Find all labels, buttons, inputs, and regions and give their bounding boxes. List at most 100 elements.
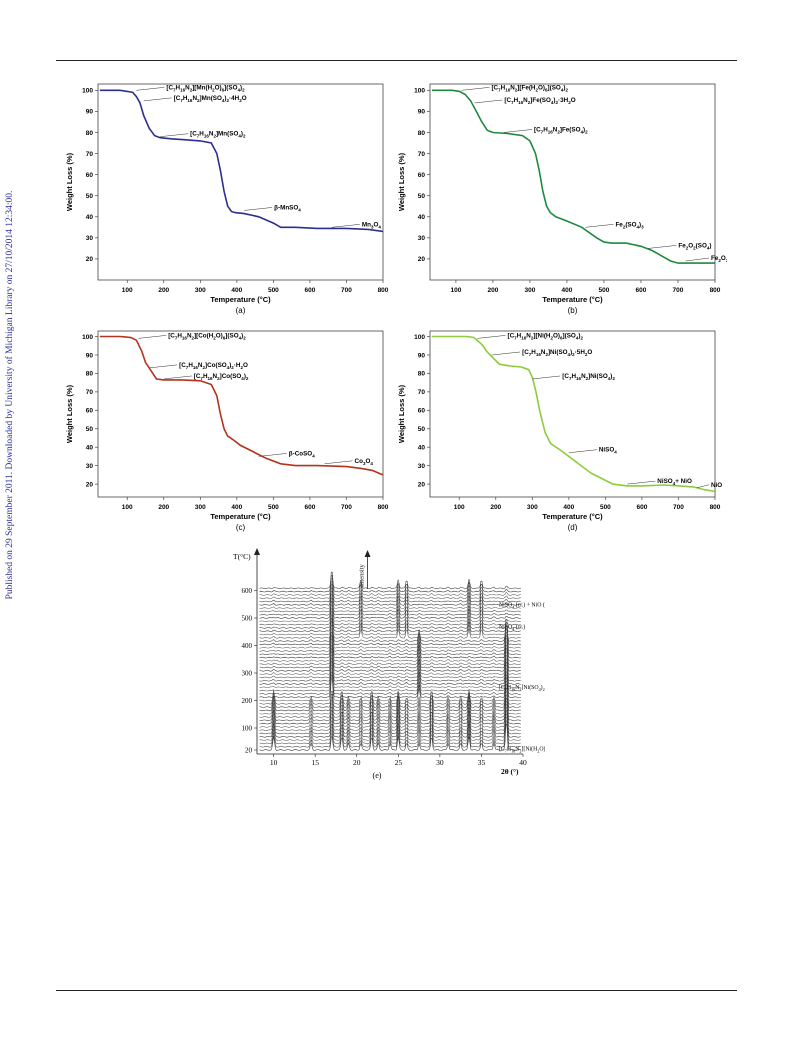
tga-chart-mn: 100 200 300 400 500 600 700 800 20 30 40 50 60 70 80 90… bbox=[65, 83, 389, 315]
diffraction-trace bbox=[259, 638, 521, 662]
annotation-label: NiSO4 bbox=[599, 447, 617, 455]
x-axis-label: Temperature (°C) bbox=[542, 295, 603, 304]
y-tick-label: 20 bbox=[86, 256, 94, 263]
y-tick-label: 60 bbox=[86, 172, 94, 179]
annotation-leader bbox=[149, 364, 178, 369]
diffraction-trace bbox=[259, 614, 521, 632]
y-tick-label: 80 bbox=[86, 130, 94, 137]
x-tick-label: 500 bbox=[599, 287, 610, 294]
panel-label: (c) bbox=[236, 523, 246, 532]
annotation-leader bbox=[163, 375, 192, 380]
annotation-label: Fe2O2(SO4) bbox=[678, 242, 711, 250]
x-tick-label: 500 bbox=[268, 287, 279, 294]
diffraction-trace bbox=[259, 571, 521, 589]
annotation-leader bbox=[136, 87, 165, 91]
x-tick-label: 35 bbox=[478, 758, 486, 767]
panel-label: (d) bbox=[568, 523, 578, 532]
y-tick-label: 40 bbox=[418, 445, 426, 452]
y-tick-label: 20 bbox=[245, 747, 253, 755]
x-tick-label: 800 bbox=[710, 287, 721, 294]
plot-frame bbox=[429, 83, 716, 281]
annotation-label: [C7H16N2]Fe(SO4)2·3H2O bbox=[504, 97, 575, 105]
annotation-label: Fe2(SO4)3 bbox=[615, 221, 644, 229]
diffraction-trace bbox=[259, 697, 521, 725]
x-tick-label: 600 bbox=[304, 504, 315, 511]
annotation-label: [C7H16N2]Co(SO4)2·H2O bbox=[179, 362, 248, 370]
tga-curve bbox=[431, 89, 715, 264]
annotation-leader bbox=[143, 97, 172, 102]
x-axis-label: Temperature (°C) bbox=[210, 512, 271, 521]
tga-chart-fe: 100 200 300 400 500 600 700 800 20 30 40 50 60 70 80 90… bbox=[397, 83, 727, 315]
panel-label: (a) bbox=[236, 306, 246, 315]
x-tick-label: 600 bbox=[636, 504, 647, 511]
y-tick-label: 500 bbox=[242, 615, 253, 623]
panel-label: (b) bbox=[568, 306, 578, 315]
y-tick-label: 60 bbox=[86, 408, 94, 415]
x-tick-label: 800 bbox=[378, 287, 389, 294]
diffraction-trace bbox=[259, 654, 521, 679]
y-tick-label: 20 bbox=[86, 481, 94, 488]
y-axis-label: Weight Loss (%) bbox=[397, 384, 406, 443]
diffraction-trace bbox=[259, 624, 521, 649]
x-tick-label: 500 bbox=[268, 504, 279, 511]
x-tick-label: 700 bbox=[341, 287, 352, 294]
annotation-label: [C7H16N2]Mn(SO4)2 bbox=[190, 131, 246, 139]
diffraction-trace bbox=[259, 707, 521, 735]
annotation-label: Co3O4 bbox=[355, 458, 374, 466]
annotation-label: [C7H16N2][Mn(H2O)6](SO4)2 bbox=[166, 84, 245, 92]
diffraction-trace bbox=[259, 578, 521, 596]
y-tick-label: 100 bbox=[242, 725, 253, 733]
diffraction-trace bbox=[259, 657, 521, 682]
y-axis-label: Weight Loss (%) bbox=[397, 152, 406, 211]
panel-label: (e) bbox=[373, 771, 382, 780]
phase-label: [C7H16N2][Ni(H2O)6](SO4)2 bbox=[499, 746, 545, 754]
x-tick-label: 200 bbox=[158, 504, 169, 511]
diffraction-trace bbox=[259, 687, 521, 715]
annotation-leader bbox=[160, 133, 189, 137]
x-tick-label: 30 bbox=[436, 758, 444, 767]
y-tick-label: 90 bbox=[86, 352, 94, 359]
y-axis-arrow bbox=[254, 548, 260, 555]
annotation-leader bbox=[696, 484, 710, 489]
diffraction-trace bbox=[259, 635, 521, 659]
x-tick-label: 15 bbox=[311, 758, 319, 767]
y-tick-label: 90 bbox=[418, 109, 426, 116]
y-tick-label: 50 bbox=[418, 193, 426, 200]
diffraction-trace bbox=[259, 631, 521, 655]
annotation-label: [C7H16N2]Mn(SO4)2·4H2O bbox=[174, 95, 247, 103]
diffraction-trace bbox=[259, 648, 521, 672]
x-tick-label: 400 bbox=[231, 287, 242, 294]
y-tick-label: 90 bbox=[418, 352, 426, 359]
x-tick-label: 25 bbox=[395, 758, 403, 767]
annotation-label: [C7H16N2]Fe(SO4)2 bbox=[534, 126, 588, 134]
y-tick-label: 90 bbox=[86, 109, 94, 116]
x-tick-label: 10 bbox=[270, 758, 278, 767]
diffraction-trace bbox=[259, 661, 521, 685]
x-tick-label: 20 bbox=[353, 758, 361, 767]
annotation-leader bbox=[244, 207, 273, 211]
y-tick-label: 50 bbox=[418, 426, 426, 433]
annotation-label: β-MnSO4 bbox=[274, 204, 301, 212]
x-tick-label: 100 bbox=[450, 287, 461, 294]
y-tick-label: 60 bbox=[418, 172, 426, 179]
publication-note: Published on 29 September 2011. Download… bbox=[5, 190, 15, 600]
annotation-label: β-CoSO4 bbox=[289, 450, 315, 458]
plot-frame bbox=[97, 83, 384, 281]
annotation-leader bbox=[477, 335, 506, 339]
x-tick-label: 40 bbox=[519, 758, 527, 767]
annotation-leader bbox=[138, 335, 167, 339]
x-tick-label: 300 bbox=[195, 287, 206, 294]
x-tick-label: 100 bbox=[122, 287, 133, 294]
y-tick-label: 70 bbox=[86, 151, 94, 158]
phase-label: [C7H16N2]Ni(SO4)2 (am.) bbox=[499, 684, 545, 692]
diffraction-trace bbox=[259, 597, 521, 616]
tga-curve bbox=[99, 335, 384, 476]
tga-chart-co: 100 200 300 400 500 600 700 800 20 30 40 50 60 70 80 90… bbox=[65, 330, 389, 532]
intensity-arrow bbox=[364, 550, 371, 557]
intensity-label: Intensity bbox=[359, 564, 366, 587]
diffraction-trace bbox=[259, 677, 521, 705]
y-tick-label: 30 bbox=[86, 235, 94, 242]
y-axis-label: Weight Loss (%) bbox=[65, 384, 74, 443]
diffraction-trace bbox=[259, 617, 521, 636]
annotation-leader bbox=[324, 460, 353, 465]
